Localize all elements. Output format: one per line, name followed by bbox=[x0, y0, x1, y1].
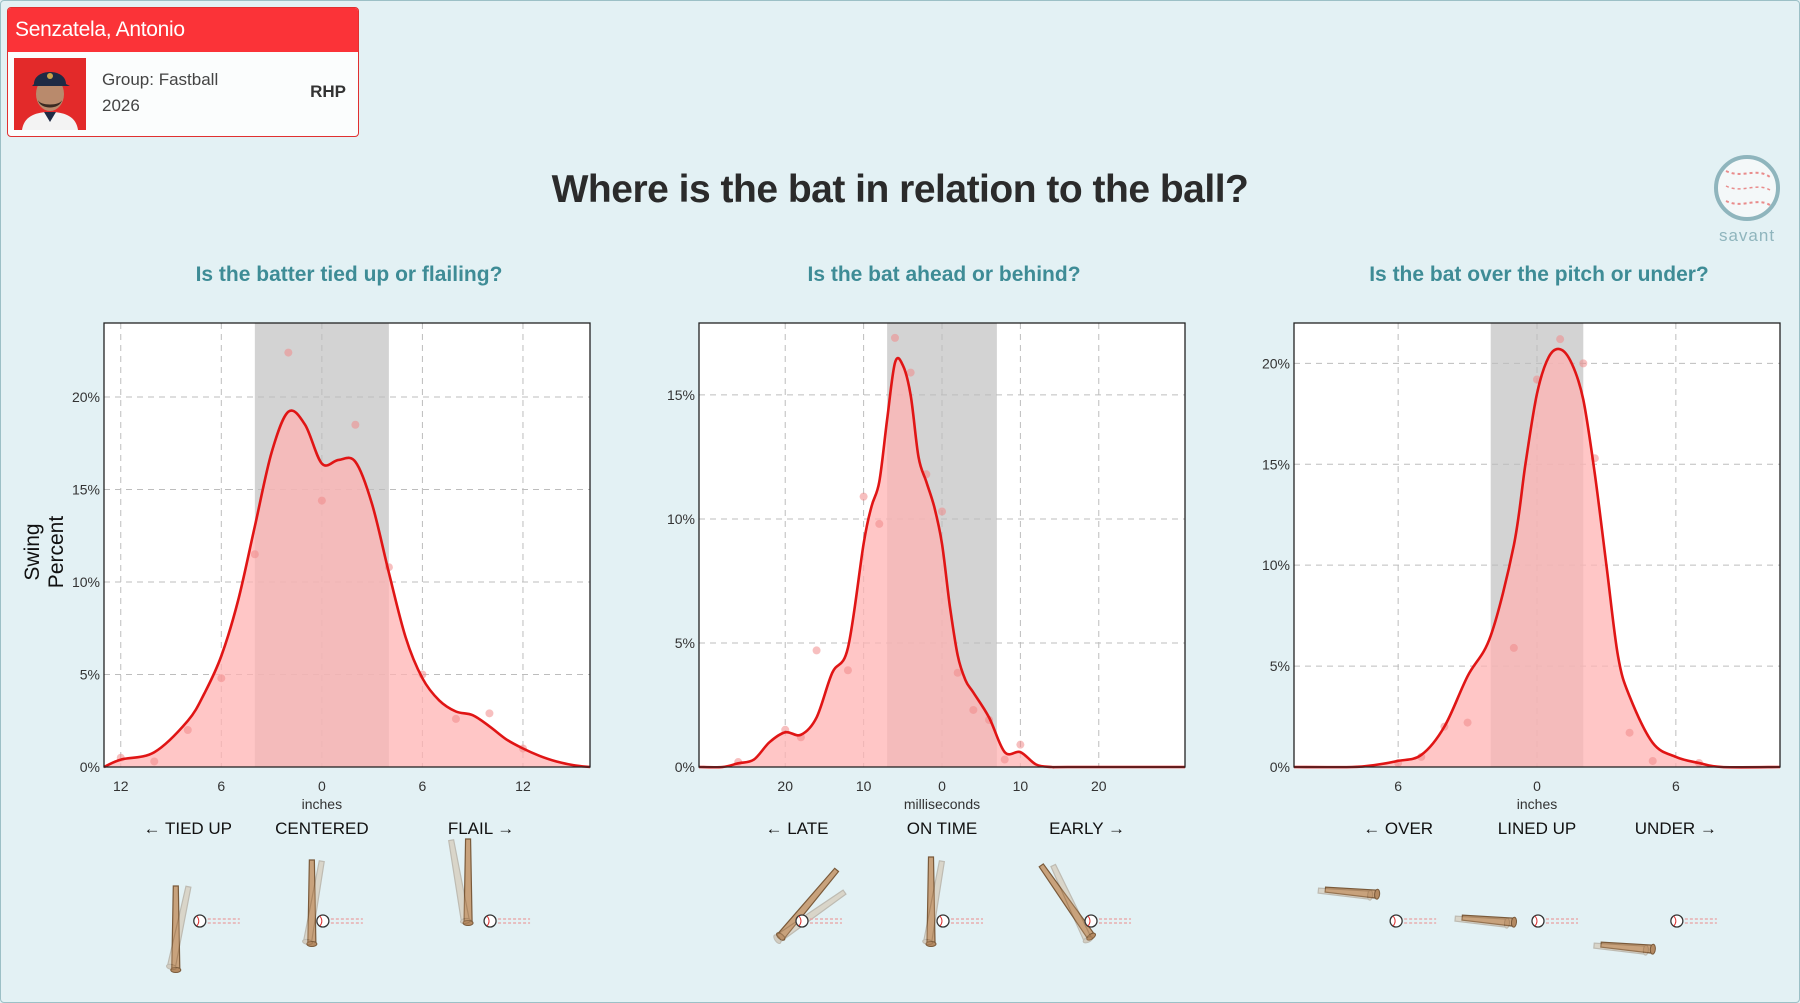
x-tick-label: 6 bbox=[1672, 778, 1680, 794]
x-tick-label: 20 bbox=[777, 778, 793, 794]
data-point bbox=[217, 674, 226, 683]
data-point bbox=[906, 368, 915, 377]
data-point bbox=[938, 507, 946, 516]
x-tick-label: 10 bbox=[1013, 778, 1029, 794]
plot-border bbox=[1293, 322, 1781, 768]
x-tick-label: 0 bbox=[938, 778, 946, 794]
x-axis-title: milliseconds bbox=[904, 796, 980, 812]
pitcher-hand: RHP bbox=[310, 82, 346, 101]
page-title: Where is the bat in relation to the ball… bbox=[551, 168, 1249, 211]
data-point bbox=[875, 519, 884, 528]
data-point bbox=[859, 492, 868, 501]
category-label: UNDER → bbox=[1635, 819, 1717, 838]
data-point bbox=[1509, 643, 1518, 652]
y-tick-label: 10% bbox=[1262, 557, 1290, 573]
category-label: CENTERED bbox=[275, 819, 369, 838]
y-tick-label: 10% bbox=[667, 511, 695, 527]
x-tick-label: 12 bbox=[113, 778, 129, 794]
chart-panel-2: 0% 5% 10% 15% 20% 6 0 6 inches ← OVER LINED UP UNDE… bbox=[1262, 322, 1781, 956]
x-tick-label: 20 bbox=[1091, 778, 1107, 794]
panel-title-timing: Is the bat ahead or behind? bbox=[807, 263, 1081, 286]
y-tick-label: 5% bbox=[1270, 658, 1290, 674]
x-tick-label: 12 bbox=[515, 778, 531, 794]
data-point bbox=[1016, 740, 1025, 749]
data-point bbox=[812, 646, 821, 655]
x-axis-title: inches bbox=[302, 796, 342, 812]
data-point bbox=[843, 666, 852, 675]
x-tick-label: 10 bbox=[856, 778, 872, 794]
category-label: ← TIED UP bbox=[144, 819, 232, 838]
x-tick-label: 6 bbox=[1394, 778, 1402, 794]
chart-panel-1: 0% 5% 10% 15% 20 10 0 10 20 milliseconds ← LATE ON … bbox=[667, 322, 1186, 947]
y-tick-label: 20% bbox=[1262, 355, 1290, 371]
data-point bbox=[1556, 335, 1565, 344]
plot-border bbox=[698, 322, 1186, 768]
plot-border bbox=[103, 322, 591, 768]
data-point bbox=[969, 705, 978, 714]
y-tick-label: 5% bbox=[675, 635, 695, 651]
y-tick-label: 15% bbox=[1262, 456, 1290, 472]
category-label: ← OVER bbox=[1363, 819, 1433, 838]
player-avatar bbox=[14, 58, 86, 130]
data-point bbox=[250, 550, 259, 559]
density-area bbox=[104, 410, 590, 767]
data-point bbox=[150, 757, 159, 766]
data-point bbox=[890, 333, 899, 342]
panel-title-tied-up: Is the batter tied up or flailing? bbox=[195, 263, 503, 286]
data-point bbox=[1579, 359, 1588, 368]
category-label: EARLY → bbox=[1049, 819, 1125, 838]
density-line bbox=[103, 409, 591, 769]
category-label: ← LATE bbox=[765, 819, 828, 838]
category-label: FLAIL → bbox=[448, 819, 514, 838]
density-area bbox=[699, 358, 1185, 768]
bat-icons bbox=[1317, 886, 1717, 956]
savant-logo-icon[interactable] bbox=[1712, 153, 1782, 223]
data-point bbox=[317, 496, 326, 505]
y-tick-label: 0% bbox=[1270, 759, 1290, 775]
bat-icons bbox=[773, 856, 1132, 947]
data-point bbox=[351, 420, 360, 429]
panel-title-over-under: Is the bat over the pitch or under? bbox=[1369, 263, 1709, 286]
data-point bbox=[284, 348, 293, 357]
x-tick-label: 6 bbox=[419, 778, 427, 794]
player-name[interactable]: Senzatela, Antonio bbox=[8, 8, 358, 52]
data-point bbox=[485, 709, 494, 718]
density-line bbox=[698, 356, 1185, 769]
chart-panel-0: 0% 5% 10% 15% 20% 12 6 0 6 12 inches ← TIED UP CENTE… bbox=[72, 322, 591, 973]
y-tick-label: 20% bbox=[72, 389, 100, 405]
x-tick-label: 0 bbox=[318, 778, 326, 794]
y-tick-label: 15% bbox=[667, 387, 695, 403]
data-point bbox=[953, 668, 962, 677]
y-tick-label: 15% bbox=[72, 482, 100, 498]
x-tick-label: 0 bbox=[1533, 778, 1541, 794]
data-point bbox=[1625, 728, 1634, 737]
data-point bbox=[1463, 718, 1472, 727]
player-card[interactable]: Senzatela, Antonio Group: Fastball 2026 … bbox=[7, 7, 359, 137]
savant-logo-text: savant bbox=[1718, 226, 1776, 245]
data-point bbox=[451, 714, 460, 723]
data-point bbox=[183, 726, 192, 734]
x-tick-label: 6 bbox=[217, 778, 225, 794]
y-tick-label: 0% bbox=[80, 759, 100, 775]
y-tick-label: 5% bbox=[80, 667, 100, 683]
data-point bbox=[1648, 756, 1657, 765]
category-label: ON TIME bbox=[907, 819, 978, 838]
y-tick-label: 0% bbox=[675, 759, 695, 775]
x-axis-title: inches bbox=[1517, 796, 1557, 812]
player-group: Group: Fastball bbox=[102, 70, 219, 89]
data-point bbox=[1000, 755, 1009, 764]
y-tick-label: 10% bbox=[72, 574, 100, 590]
bat-icons bbox=[165, 838, 531, 973]
density-line bbox=[1293, 347, 1781, 769]
density-area bbox=[1294, 348, 1780, 768]
category-label: LINED UP bbox=[1498, 819, 1576, 838]
player-year: 2026 bbox=[102, 96, 140, 115]
